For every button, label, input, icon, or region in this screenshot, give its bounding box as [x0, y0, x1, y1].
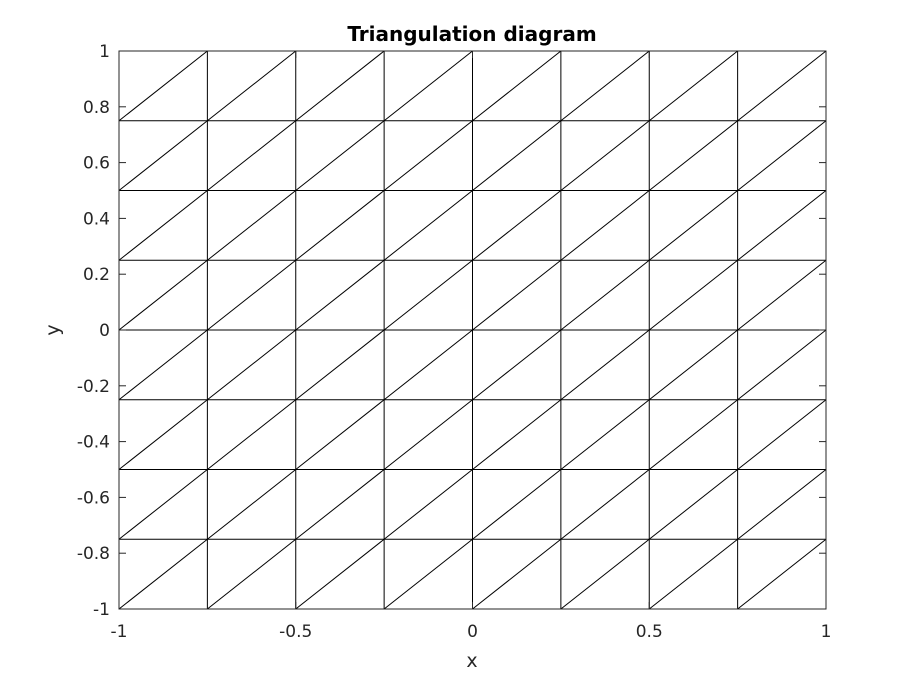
mesh-diagonal-edge — [295, 399, 385, 470]
mesh-diagonal-edge — [472, 469, 562, 540]
mesh-diagonal-edge — [295, 120, 385, 191]
mesh-diagonal-edge — [737, 538, 827, 610]
mesh-diagonal-edge — [737, 50, 827, 122]
y-tick-label: -0.4 — [77, 433, 110, 453]
mesh-diagonal-edge — [472, 329, 562, 401]
mesh-diagonal-edge — [560, 190, 650, 261]
x-tick-label: 0 — [467, 622, 478, 642]
x-tick-labels: -1 -0.5 0 0.5 1 — [111, 622, 832, 642]
mesh-diagonal-edge — [207, 538, 297, 610]
x-tick-label: 0.5 — [636, 622, 663, 642]
y-tick-label: 0.2 — [83, 265, 110, 285]
mesh-diagonal-edge — [295, 190, 385, 261]
mesh-diagonal-edge — [383, 50, 473, 122]
mesh-diagonal-edge — [383, 469, 473, 540]
y-axis-label: y — [42, 324, 64, 335]
mesh-diagonal-edge — [118, 399, 208, 470]
mesh-diagonal-edge — [118, 329, 208, 401]
mesh-diagonal-edge — [737, 469, 827, 540]
mesh-diagonal-edge — [207, 190, 297, 261]
mesh-diagonal-edge — [560, 329, 650, 401]
mesh-diagonal-edge — [118, 50, 208, 122]
mesh-diagonal-edge — [207, 399, 297, 470]
mesh-diagonal-edge — [207, 469, 297, 540]
mesh-diagonal-edge — [560, 469, 650, 540]
mesh-diagonal-edge — [737, 399, 827, 470]
y-tick-label: 1 — [99, 42, 110, 62]
y-tick-label: -0.2 — [77, 377, 110, 397]
mesh-diagonal-edge — [295, 329, 385, 401]
mesh-diagonal-edge — [295, 469, 385, 540]
mesh-diagonal-edge — [560, 259, 650, 331]
x-axis-label: x — [466, 650, 477, 672]
plot-area — [118, 50, 827, 610]
mesh-diagonal-edge — [118, 469, 208, 540]
mesh-diagonal-edge — [560, 120, 650, 191]
mesh-diagonal-edge — [383, 259, 473, 331]
mesh-diagonal-edge — [560, 538, 650, 610]
mesh-diagonal-edge — [737, 190, 827, 261]
y-tick-label: -0.6 — [77, 488, 110, 508]
mesh-diagonal-edge — [648, 190, 738, 261]
mesh-diagonal-edge — [472, 120, 562, 191]
mesh-diagonal-edge — [207, 120, 297, 191]
mesh-diagonal-edge — [383, 399, 473, 470]
mesh-diagonal-edge — [648, 120, 738, 191]
mesh-diagonal-edge — [383, 538, 473, 610]
mesh-diagonal-edge — [295, 50, 385, 122]
chart-title: Triangulation diagram — [347, 22, 596, 46]
y-tick-labels: -1 -0.8 -0.6 -0.4 -0.2 0 0.2 0.4 0.6 0.8 1 — [77, 42, 110, 620]
mesh-diagonal-edge — [295, 259, 385, 331]
mesh-diagonal-edge — [648, 259, 738, 331]
mesh-diagonal-edge — [472, 50, 562, 122]
x-tick-label: -1 — [111, 622, 128, 642]
mesh-diagonal-edge — [737, 120, 827, 191]
y-tick-label: -0.8 — [77, 544, 110, 564]
mesh-diagonal-edge — [560, 399, 650, 470]
mesh-diagonal-edge — [737, 259, 827, 331]
mesh-diagonal-edge — [648, 399, 738, 470]
mesh-diagonal-edge — [737, 329, 827, 401]
mesh-diagonal-edge — [118, 190, 208, 261]
mesh-diagonal-edge — [383, 120, 473, 191]
x-tick-label: 1 — [821, 622, 832, 642]
mesh-diagonal-edge — [118, 538, 208, 610]
mesh-diagonal-edge — [207, 259, 297, 331]
mesh-diagonal-edge — [383, 329, 473, 401]
axes-box — [118, 50, 827, 610]
mesh-diagonal-edge — [472, 538, 562, 610]
y-tick-label: 0.4 — [83, 209, 110, 229]
mesh-diagonal-edge — [383, 190, 473, 261]
y-tick-label: 0.8 — [83, 98, 110, 118]
mesh-diagonal-edge — [472, 259, 562, 331]
mesh-diagonal-edge — [472, 399, 562, 470]
mesh-diagonal-edge — [648, 329, 738, 401]
y-tick-label: 0.6 — [83, 154, 110, 174]
mesh-diagonal-edge — [207, 50, 297, 122]
x-tick-label: -0.5 — [279, 622, 312, 642]
mesh-diagonal-edge — [207, 329, 297, 401]
y-tick-label: 0 — [99, 321, 110, 341]
mesh-diagonal-edge — [648, 50, 738, 122]
mesh-diagonal-edge — [118, 120, 208, 191]
triangulation-mesh — [118, 50, 827, 610]
mesh-diagonal-edge — [648, 469, 738, 540]
mesh-diagonal-edge — [118, 259, 208, 331]
mesh-diagonal-edge — [295, 538, 385, 610]
mesh-diagonal-edge — [560, 50, 650, 122]
y-tick-label: -1 — [93, 600, 110, 620]
mesh-diagonal-edge — [472, 190, 562, 261]
mesh-diagonal-edge — [648, 538, 738, 610]
